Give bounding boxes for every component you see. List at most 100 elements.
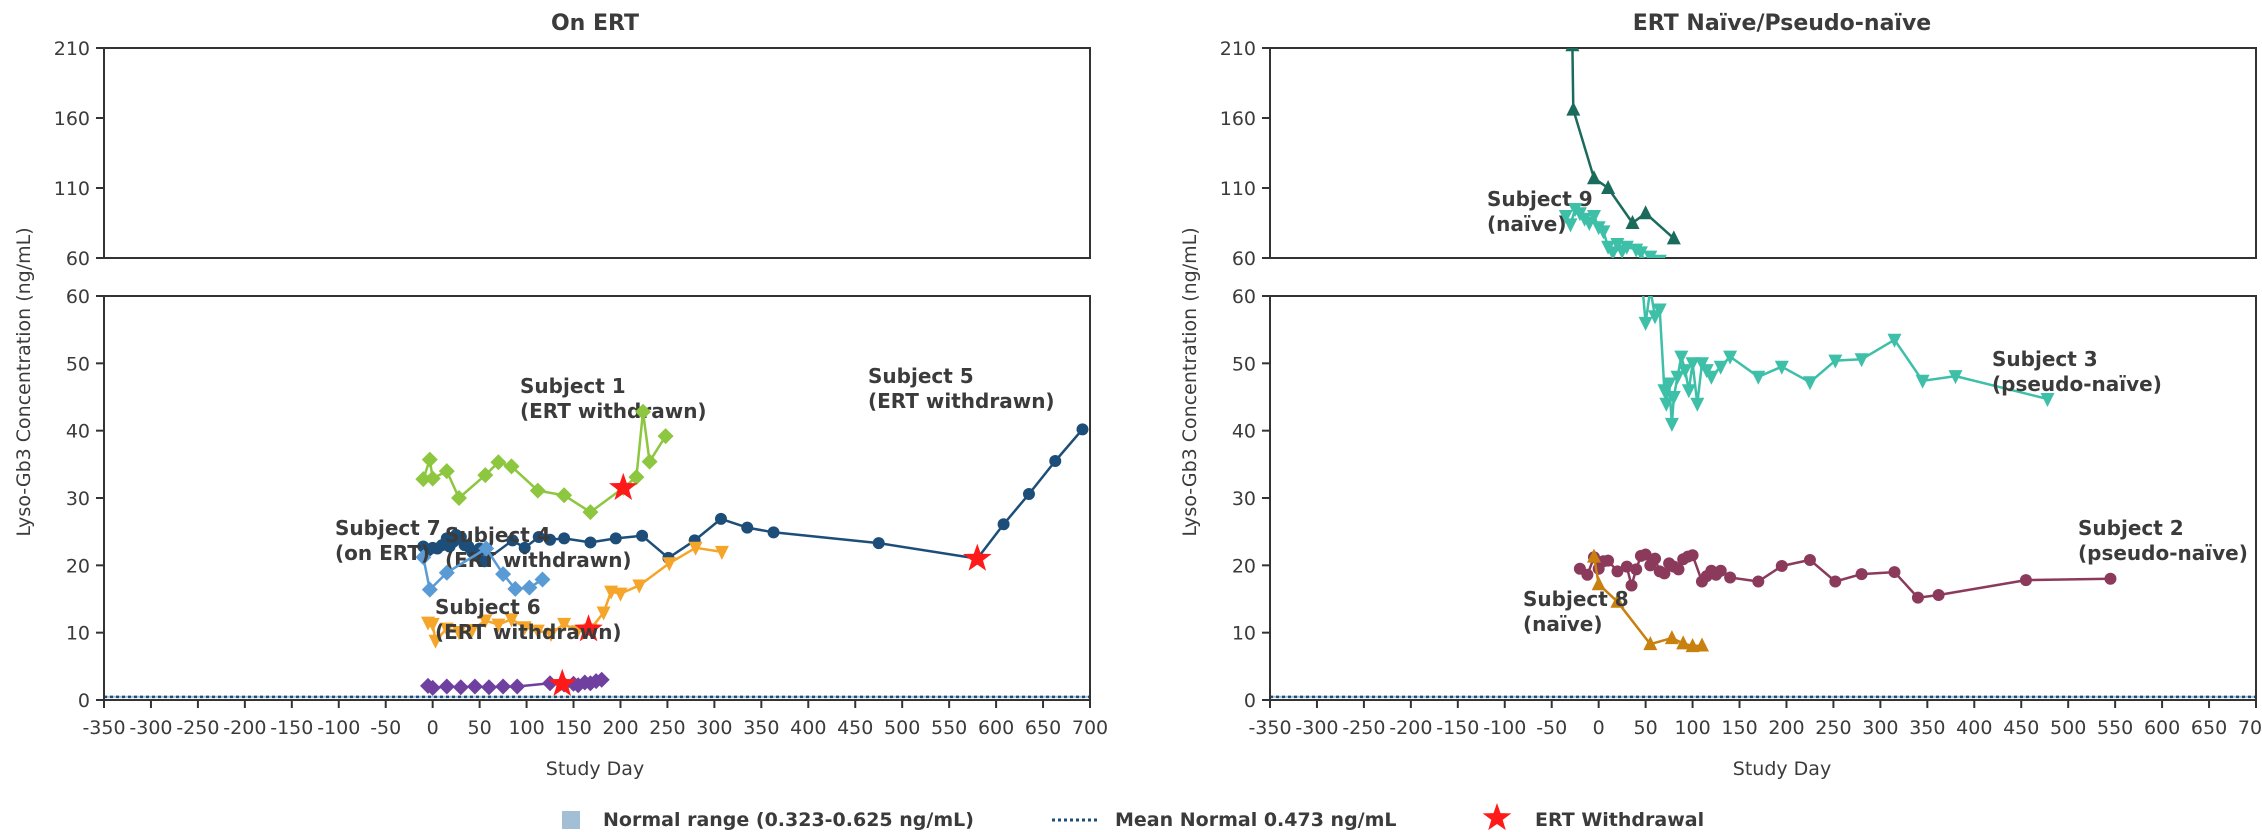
data-point (1686, 549, 1699, 562)
left-xtick-label: 600 (978, 717, 1014, 739)
series-line (423, 286, 1082, 314)
data-point (415, 549, 432, 566)
left-series-clip-L (417, 423, 1089, 568)
data-point (1912, 315, 1924, 327)
data-point (1602, 554, 1615, 567)
series-label: Subject 2 (2078, 516, 2184, 540)
left-ytick-label-lower: 0 (78, 690, 90, 712)
data-point (1582, 122, 1596, 136)
right-ytick-label-upper: 110 (1220, 178, 1256, 200)
data-point (1587, 170, 1601, 185)
data-point (1664, 417, 1679, 432)
data-point (662, 306, 674, 318)
right-series-subject-3: Subject 3(pseudo-naïve) (1558, 88, 2162, 432)
data-point (1775, 267, 1789, 281)
data-point (1678, 364, 1693, 379)
data-point (530, 291, 546, 307)
data-point (495, 678, 512, 695)
left-ytick-label-lower: 20 (66, 555, 90, 577)
data-point (1700, 267, 1714, 281)
data-point (451, 490, 467, 506)
series-line (423, 311, 542, 320)
data-point (584, 303, 596, 315)
left-series-clip-L (421, 541, 729, 649)
data-point (1076, 423, 1089, 436)
data-point (478, 303, 494, 319)
data-point (2040, 393, 2055, 407)
data-point (1714, 564, 1727, 577)
ert-withdrawal-star-icon (963, 543, 992, 571)
series-label: Subject 7 (335, 516, 441, 540)
data-point (517, 621, 532, 636)
data-point (1023, 293, 1035, 305)
left-ytick-label-upper: 210 (54, 38, 90, 60)
left-xtick-label: -300 (129, 717, 172, 739)
right-ytick-label-lower: 50 (1232, 353, 1256, 375)
series-line (422, 410, 667, 514)
data-point (872, 537, 885, 550)
data-point (518, 541, 531, 554)
data-point (1625, 215, 1640, 229)
data-point (582, 331, 598, 347)
data-point (1855, 265, 1869, 279)
right-xtick-label: -100 (1483, 717, 1526, 739)
right-ytick-label-lower: 20 (1232, 555, 1256, 577)
data-point (1932, 588, 1945, 601)
data-point (632, 579, 647, 594)
series-label: Subject 6 (435, 595, 541, 619)
data-point (452, 679, 469, 696)
data-point (635, 274, 651, 290)
data-point (1854, 353, 1869, 368)
data-point (1724, 311, 1736, 323)
series-line (423, 282, 665, 303)
data-point (1949, 269, 1963, 283)
data-point (1611, 309, 1623, 321)
data-point (2020, 311, 2032, 323)
data-point (422, 284, 438, 300)
data-point (1587, 88, 1601, 102)
ert-withdrawal-star-icon (548, 668, 577, 696)
data-point (1657, 272, 1671, 286)
data-point (1681, 384, 1696, 399)
data-point (455, 302, 467, 314)
series-line (428, 310, 722, 329)
data-point (1610, 593, 1625, 608)
right-series-clip-U (1565, 48, 1681, 245)
data-point (1668, 308, 1680, 320)
data-point (1696, 311, 1708, 323)
data-point (509, 678, 526, 695)
left-xtick-label: 50 (468, 717, 492, 739)
data-point (1828, 265, 1842, 279)
left-series-subject-7: Subject 7(on ERT) (335, 303, 551, 598)
data-point (558, 302, 570, 314)
data-point (1581, 568, 1594, 581)
left-series-subject-5: Subject 5(ERT withdrawn) (415, 274, 1055, 521)
data-point (1856, 310, 1868, 322)
left-panel-title: On ERT (551, 11, 639, 36)
left-ytick-label-lower: 10 (66, 623, 90, 645)
data-point (505, 319, 519, 333)
data-point (544, 322, 558, 336)
data-point (1559, 88, 1573, 102)
left-series-clip-U (415, 303, 550, 328)
data-point (1887, 333, 1902, 348)
series-label: (naïve) (1523, 612, 1602, 636)
data-point (439, 308, 455, 324)
data-point (741, 521, 754, 534)
data-point (597, 318, 611, 332)
data-point (1752, 311, 1764, 323)
data-point (462, 304, 474, 316)
left-series-clip-L (420, 671, 610, 696)
data-point (1723, 265, 1737, 279)
data-point (636, 302, 648, 314)
data-point (2041, 273, 2055, 287)
data-point (556, 487, 573, 504)
data-point (557, 320, 571, 334)
data-point (478, 540, 495, 557)
data-point (1649, 296, 1651, 298)
data-point (636, 529, 649, 542)
right-ytick-label-lower: 60 (1232, 286, 1256, 308)
series-line (1641, 296, 2048, 426)
left-xtick-label: -150 (270, 717, 313, 739)
